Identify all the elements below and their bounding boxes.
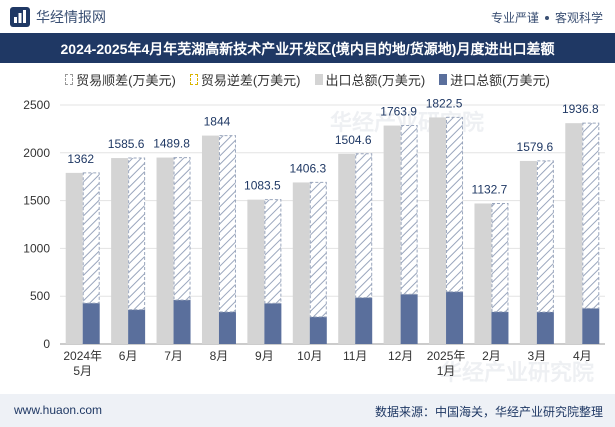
x-tick-label: 3月	[528, 349, 547, 363]
import-bar	[82, 303, 100, 344]
surplus-bar	[582, 122, 600, 309]
slogan: 专业严谨 客观科学	[491, 9, 603, 26]
slogan-a: 专业严谨	[490, 11, 539, 25]
y-tick-label: 2500	[23, 98, 50, 112]
import-bar	[173, 300, 191, 344]
surplus-bar	[536, 160, 554, 313]
import-bar	[218, 311, 236, 344]
surplus-bar	[82, 172, 100, 304]
y-tick-label: 1500	[23, 194, 50, 208]
import-bar	[264, 303, 282, 344]
legend-item-import: 进口总额(万美元)	[439, 70, 550, 89]
export-bar	[519, 160, 537, 344]
brand-name: 华经情报网	[36, 9, 106, 25]
export-bar	[65, 172, 83, 344]
import-bar	[309, 316, 327, 344]
export-bar	[383, 125, 401, 344]
data-label: 1844	[204, 115, 231, 129]
import-bar	[582, 308, 600, 344]
x-tick-label: 5月	[73, 364, 92, 378]
surplus-bar	[218, 135, 236, 313]
x-tick-label: 6月	[119, 349, 138, 363]
export-bar	[338, 153, 356, 344]
surplus-bar	[264, 199, 282, 304]
export-bar	[156, 157, 174, 344]
export-bar	[201, 135, 219, 344]
export-bar	[429, 117, 447, 344]
import-bar	[400, 294, 418, 344]
data-label: 1406.3	[289, 161, 326, 175]
data-label: 1763.9	[380, 105, 417, 119]
data-label: 1362	[67, 152, 94, 166]
surplus-bar	[309, 181, 327, 318]
logo-icon	[10, 7, 30, 27]
x-tick-label: 2024年	[63, 349, 102, 363]
x-tick-label: 12月	[388, 349, 413, 363]
x-tick-label: 1月	[437, 364, 456, 378]
legend: 贸易顺差(万美元) 贸易逆差(万美元) 出口总额(万美元) 进口总额(万美元)	[0, 70, 615, 89]
legend-label-export: 出口总额(万美元)	[325, 73, 426, 88]
export-bar	[292, 182, 310, 344]
data-label: 1585.6	[108, 137, 145, 151]
data-label: 1936.8	[562, 102, 599, 116]
x-tick-label: 2025年	[427, 349, 466, 363]
legend-item-surplus: 贸易顺差(万美元)	[65, 70, 176, 89]
y-tick-label: 1000	[23, 241, 50, 255]
title-bar: 2024-2025年4月年芜湖高新技术产业开发区(境内目的地/货源地)月度进出口…	[0, 33, 615, 63]
surplus-bar	[491, 202, 509, 313]
data-label: 1504.6	[335, 133, 372, 147]
import-bar	[536, 311, 554, 344]
footer-site: www.huaon.com	[14, 403, 103, 417]
surplus-bar	[173, 157, 191, 301]
x-tick-label: 8月	[210, 349, 229, 363]
legend-item-deficit: 贸易逆差(万美元)	[189, 70, 301, 89]
legend-label-deficit: 贸易逆差(万美元)	[200, 73, 301, 88]
import-bar	[355, 297, 373, 344]
data-label: 1822.5	[426, 96, 463, 110]
surplus-bar	[355, 153, 373, 299]
legend-swatch-export	[314, 74, 323, 85]
legend-swatch-import	[439, 74, 448, 85]
data-label: 1132.7	[472, 182, 508, 196]
surplus-bar	[400, 125, 418, 295]
surplus-bar	[128, 157, 146, 311]
footer: www.huaon.com 数据来源：中国海关，华经产业研究院整理	[0, 394, 615, 427]
x-tick-label: 9月	[255, 349, 274, 363]
legend-item-export: 出口总额(万美元)	[314, 70, 426, 89]
footer-source: 数据来源：中国海关，华经产业研究院整理	[374, 405, 603, 419]
y-tick-label: 2000	[23, 146, 50, 160]
export-bar	[247, 199, 265, 344]
import-bar	[491, 311, 509, 344]
legend-label-import: 进口总额(万美元)	[450, 73, 550, 88]
data-label: 1083.5	[244, 179, 281, 193]
slogan-dot	[544, 15, 549, 20]
top-bar: 华经情报网 专业严谨 客观科学	[0, 0, 615, 33]
x-tick-label: 4月	[573, 349, 592, 363]
legend-swatch-surplus	[65, 74, 74, 85]
brand: 华经情报网	[10, 7, 106, 27]
slogan-b: 客观科学	[554, 11, 603, 25]
legend-swatch-deficit	[189, 74, 198, 85]
x-tick-label: 11月	[343, 349, 367, 363]
chart-title: 2024-2025年4月年芜湖高新技术产业开发区(境内目的地/货源地)月度进出口…	[60, 41, 555, 57]
data-label: 1489.8	[153, 137, 190, 151]
y-tick-label: 500	[30, 289, 50, 303]
x-tick-label: 7月	[164, 349, 183, 363]
watermark-bottom: 华经产业研究院	[440, 360, 595, 385]
import-bar	[446, 291, 464, 344]
data-label: 1579.6	[517, 140, 554, 154]
export-bar	[474, 203, 492, 344]
export-bar	[565, 123, 583, 344]
y-tick-label: 0	[43, 337, 50, 351]
export-bar	[111, 158, 129, 344]
x-tick-label: 10月	[297, 349, 322, 363]
x-tick-label: 2月	[482, 349, 501, 363]
surplus-bar	[446, 116, 464, 293]
legend-label-surplus: 贸易顺差(万美元)	[76, 73, 176, 88]
import-bar	[128, 309, 146, 344]
